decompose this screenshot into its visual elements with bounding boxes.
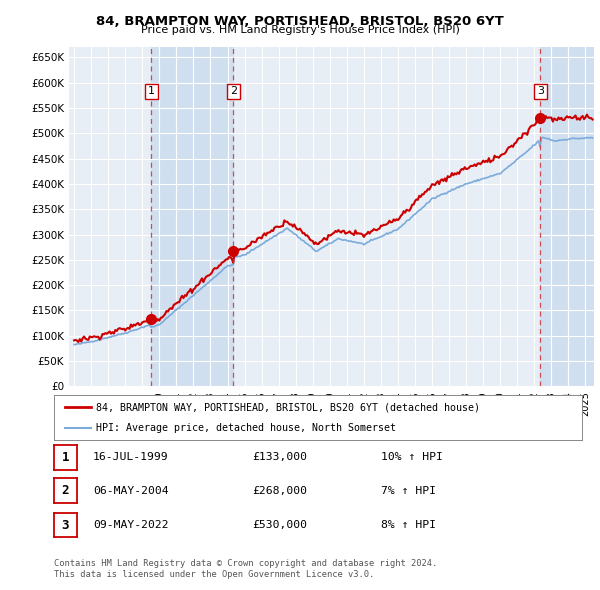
Text: 84, BRAMPTON WAY, PORTISHEAD, BRISTOL, BS20 6YT: 84, BRAMPTON WAY, PORTISHEAD, BRISTOL, B…: [96, 15, 504, 28]
Text: 16-JUL-1999: 16-JUL-1999: [93, 453, 169, 462]
Bar: [151, 47, 233, 386]
Text: Price paid vs. HM Land Registry's House Price Index (HPI): Price paid vs. HM Land Registry's House …: [140, 25, 460, 35]
Text: 3: 3: [62, 519, 69, 532]
Text: £133,000: £133,000: [252, 453, 307, 462]
Text: 84, BRAMPTON WAY, PORTISHEAD, BRISTOL, BS20 6YT (detached house): 84, BRAMPTON WAY, PORTISHEAD, BRISTOL, B…: [96, 402, 480, 412]
Text: £268,000: £268,000: [252, 486, 307, 496]
Text: 8% ↑ HPI: 8% ↑ HPI: [381, 520, 436, 530]
Text: 09-MAY-2022: 09-MAY-2022: [93, 520, 169, 530]
Text: 2: 2: [62, 484, 69, 497]
Text: 2: 2: [230, 86, 237, 96]
Text: This data is licensed under the Open Government Licence v3.0.: This data is licensed under the Open Gov…: [54, 571, 374, 579]
Text: HPI: Average price, detached house, North Somerset: HPI: Average price, detached house, Nort…: [96, 424, 396, 434]
Text: 3: 3: [537, 86, 544, 96]
Text: 06-MAY-2004: 06-MAY-2004: [93, 486, 169, 496]
Text: 10% ↑ HPI: 10% ↑ HPI: [381, 453, 443, 462]
Text: 7% ↑ HPI: 7% ↑ HPI: [381, 486, 436, 496]
Text: Contains HM Land Registry data © Crown copyright and database right 2024.: Contains HM Land Registry data © Crown c…: [54, 559, 437, 568]
Text: £530,000: £530,000: [252, 520, 307, 530]
Text: 1: 1: [62, 451, 69, 464]
Text: 1: 1: [148, 86, 155, 96]
Bar: [541, 47, 594, 386]
